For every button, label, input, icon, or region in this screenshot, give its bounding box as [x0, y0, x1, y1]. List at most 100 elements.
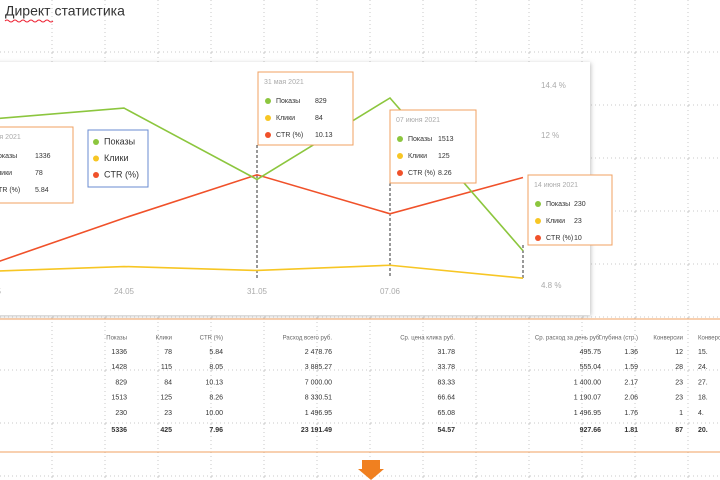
tooltip-dot — [397, 136, 403, 142]
table-cell: 1428 — [111, 364, 127, 371]
tooltip-dot — [265, 115, 271, 121]
table-cell: 1.59 — [624, 364, 638, 371]
legend-label: Клики — [104, 153, 129, 163]
table-cell: 33.78 — [437, 364, 455, 371]
tooltip-value: 1336 — [35, 153, 51, 160]
table-total: 5336 — [111, 427, 127, 434]
x-tick-label: 07.06 — [380, 287, 401, 296]
tooltip-dot — [265, 132, 271, 138]
tooltip-value: 78 — [35, 170, 43, 177]
column-header: Глубина (стр.) — [599, 336, 638, 342]
tooltip-label: CTR (%) — [276, 132, 303, 139]
tooltip-label: CTR (%) — [0, 187, 20, 194]
table-cell: 1 — [679, 410, 683, 417]
table-cell: 4. — [698, 410, 704, 417]
table-cell: 555.04 — [580, 364, 602, 371]
table-cell: 2.06 — [624, 395, 638, 402]
expand-button[interactable] — [358, 460, 384, 480]
tooltip-value: 84 — [315, 115, 323, 122]
table-cell: 15. — [698, 349, 708, 356]
table-cell: 1 496.95 — [574, 410, 601, 417]
tooltip-date: 31 мая 2021 — [264, 79, 304, 86]
tooltip-label: Показы — [0, 153, 17, 160]
legend-label: CTR (%) — [104, 169, 139, 179]
legend-label: Показы — [104, 136, 135, 146]
table-cell: 66.64 — [437, 395, 455, 402]
tooltip-dot — [397, 170, 403, 176]
table-cell: 1.36 — [624, 349, 638, 356]
table-cell: 18. — [698, 395, 708, 402]
table-cell: 1 400.00 — [574, 379, 601, 386]
tooltip-dot — [535, 201, 541, 207]
table-total: 20. — [698, 427, 708, 434]
tooltip-label: CTR (%) — [408, 170, 435, 177]
y2-tick-label: 14.4 % — [541, 81, 566, 90]
table-cell: 495.75 — [580, 349, 602, 356]
table-cell: 31.78 — [437, 349, 455, 356]
table-cell: 2.17 — [624, 379, 638, 386]
tooltip — [389, 109, 477, 184]
tooltip — [257, 71, 354, 146]
table: Показы Клики CTR (%) Расход всего руб. Ср. ц… — [106, 336, 720, 434]
tooltip-label: Показы — [408, 136, 432, 143]
tooltip — [0, 126, 74, 204]
table-total: 54.57 — [437, 427, 455, 434]
tooltip-value: 5.84 — [35, 187, 49, 194]
legend-dot — [93, 139, 99, 145]
table-cell: 83.33 — [437, 379, 455, 386]
column-header: Конверси — [698, 336, 720, 342]
tooltip-date: 14 июня 2021 — [534, 182, 578, 189]
tooltip-value: 1513 — [438, 136, 454, 143]
legend-dot — [93, 172, 99, 178]
table-cell: 27. — [698, 379, 708, 386]
tooltip-value: 10.13 — [315, 132, 333, 139]
table-total: 7.96 — [209, 427, 223, 434]
table-cell: 8.05 — [209, 364, 223, 371]
tooltip-label: Показы — [276, 98, 300, 105]
table-cell: 1336 — [111, 349, 127, 356]
table-cell: 23 — [675, 379, 683, 386]
table-cell: 10.13 — [205, 379, 223, 386]
tooltip-date: 17 мая 2021 — [0, 134, 21, 141]
tooltip — [527, 174, 613, 246]
column-header: Показы — [106, 336, 127, 342]
tooltip-value: 10 — [574, 235, 582, 242]
tooltip-label: Клики — [0, 170, 12, 177]
column-header: CTR (%) — [200, 336, 223, 342]
tooltip-label: Клики — [408, 153, 427, 160]
column-header: Конверсии — [653, 336, 683, 342]
tooltip-value: 8.26 — [438, 170, 452, 177]
table-cell: 1.76 — [624, 410, 638, 417]
column-header: Клики — [156, 336, 172, 342]
table-cell: 230 — [115, 410, 127, 417]
table-total: 425 — [160, 427, 172, 434]
table-cell: 84 — [164, 379, 172, 386]
table-cell: 125 — [160, 395, 172, 402]
table-cell: 829 — [115, 379, 127, 386]
table-cell: 8 330.51 — [305, 395, 332, 402]
tooltip-label: Показы — [546, 201, 570, 208]
table-cell: 24. — [698, 364, 708, 371]
tooltip-dot — [535, 235, 541, 241]
column-header: Ср. цена клика руб. — [400, 336, 455, 342]
table-cell: 28 — [675, 364, 683, 371]
tooltip-value: 23 — [574, 218, 582, 225]
table-cell: 2 478.76 — [305, 349, 332, 356]
table-total: 927.66 — [580, 427, 602, 434]
tooltip-label: Клики — [276, 115, 295, 122]
y2-tick-label: 4.8 % — [541, 281, 561, 290]
chart: 14.4 % 12 % 4.8 % 17.05 24.05 31.05 07.06 Показ… — [0, 71, 613, 296]
table-cell: 23 — [164, 410, 172, 417]
table-cell: 23 — [675, 395, 683, 402]
table-total: 1.81 — [624, 427, 638, 434]
tooltip-dot — [535, 218, 541, 224]
spellcheck-underline — [4, 19, 54, 23]
series-line — [0, 264, 524, 279]
table-cell: 78 — [164, 349, 172, 356]
table-cell: 3 885.27 — [305, 364, 332, 371]
tooltip-label: Клики — [546, 218, 565, 225]
table-total: 87 — [675, 427, 683, 434]
table-cell: 10.00 — [205, 410, 223, 417]
